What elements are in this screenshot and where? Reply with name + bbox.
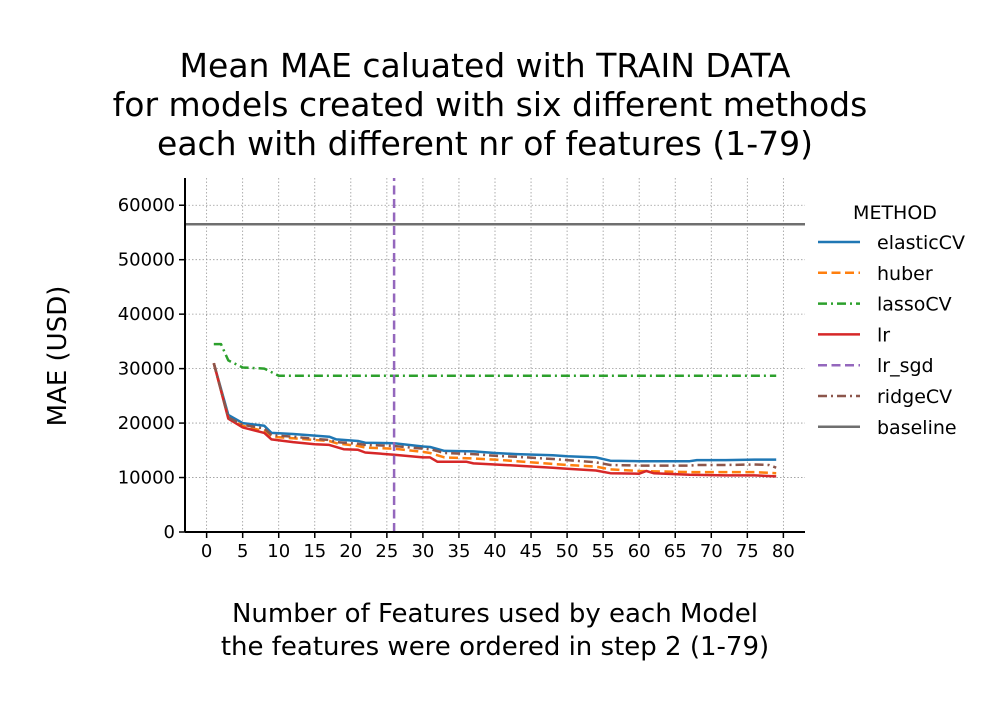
- legend-label-baseline: baseline: [877, 417, 957, 439]
- x-tick-label: 65: [664, 541, 687, 562]
- x-tick-label: 80: [772, 541, 795, 562]
- x-tick-label: 15: [303, 541, 326, 562]
- legend: METHOD elasticCV huber lassoCV lr lr_sgdridg…: [818, 202, 965, 439]
- series-line-lassoCV: [213, 342, 777, 377]
- y-tick-label: 0: [164, 522, 175, 543]
- x-tick-label: 25: [375, 541, 398, 562]
- y-tick-label: 40000: [118, 304, 175, 325]
- y-tick-label: 20000: [118, 413, 175, 434]
- x-axis-label-line-1: Number of Features used by each Model: [232, 599, 758, 629]
- x-axis-label-line-2: the features were ordered in step 2 (1-7…: [221, 632, 769, 662]
- legend-label-ridgeCV: ridgeCV: [877, 386, 952, 408]
- x-tick-label: 40: [484, 541, 507, 562]
- legend-label-huber: huber: [877, 263, 933, 285]
- series-line-lr: [212, 362, 777, 478]
- y-tick-label: 10000: [118, 468, 175, 489]
- legend-title: METHOD: [853, 202, 937, 224]
- x-tick-label: 10: [267, 541, 290, 562]
- x-tick-label: 35: [448, 541, 471, 562]
- x-tick-label: 75: [736, 541, 759, 562]
- legend-label-lassoCV: lassoCV: [877, 294, 952, 316]
- x-tick-label: 70: [700, 541, 723, 562]
- x-tick-label: 60: [628, 541, 651, 562]
- chart-title-line-2: for models created with six different me…: [113, 85, 868, 124]
- x-tick-label: 45: [520, 541, 543, 562]
- x-tick-label: 30: [411, 541, 434, 562]
- series-lines: [185, 178, 805, 532]
- x-tick-label: 5: [237, 541, 248, 562]
- y-tick-label: 30000: [118, 359, 175, 380]
- x-ticks: 0 5 10 15 20 25 30 35 40 45 50 55 60 65 70 75 80: [201, 532, 795, 562]
- legend-label-lr: lr: [877, 324, 890, 346]
- x-tick-label: 50: [556, 541, 579, 562]
- series-line-huber: [212, 362, 777, 475]
- y-tick-label: 60000: [118, 195, 175, 216]
- grid: [185, 178, 805, 533]
- x-axis-label: Number of Features used by each Model th…: [221, 599, 769, 662]
- chart-title-line-3: each with different nr of features (1-79…: [157, 124, 813, 163]
- legend-label-elasticCV: elasticCV: [877, 232, 965, 254]
- y-axis-label: MAE (USD): [43, 286, 73, 427]
- y-ticks: 0 10000 20000 30000 40000 50000 60000: [118, 195, 185, 543]
- x-tick-label: 0: [201, 541, 212, 562]
- y-tick-label: 50000: [118, 250, 175, 271]
- chart-title: Mean MAE caluated with TRAIN DATA for mo…: [113, 46, 868, 163]
- x-tick-label: 20: [339, 541, 362, 562]
- legend-label-lr_sgd: lr_sgd: [877, 355, 934, 377]
- x-tick-label: 55: [592, 541, 615, 562]
- chart-title-line-1: Mean MAE caluated with TRAIN DATA: [180, 46, 791, 85]
- series-line-ridgeCV: [212, 362, 777, 469]
- series-line-elasticCV: [212, 362, 777, 463]
